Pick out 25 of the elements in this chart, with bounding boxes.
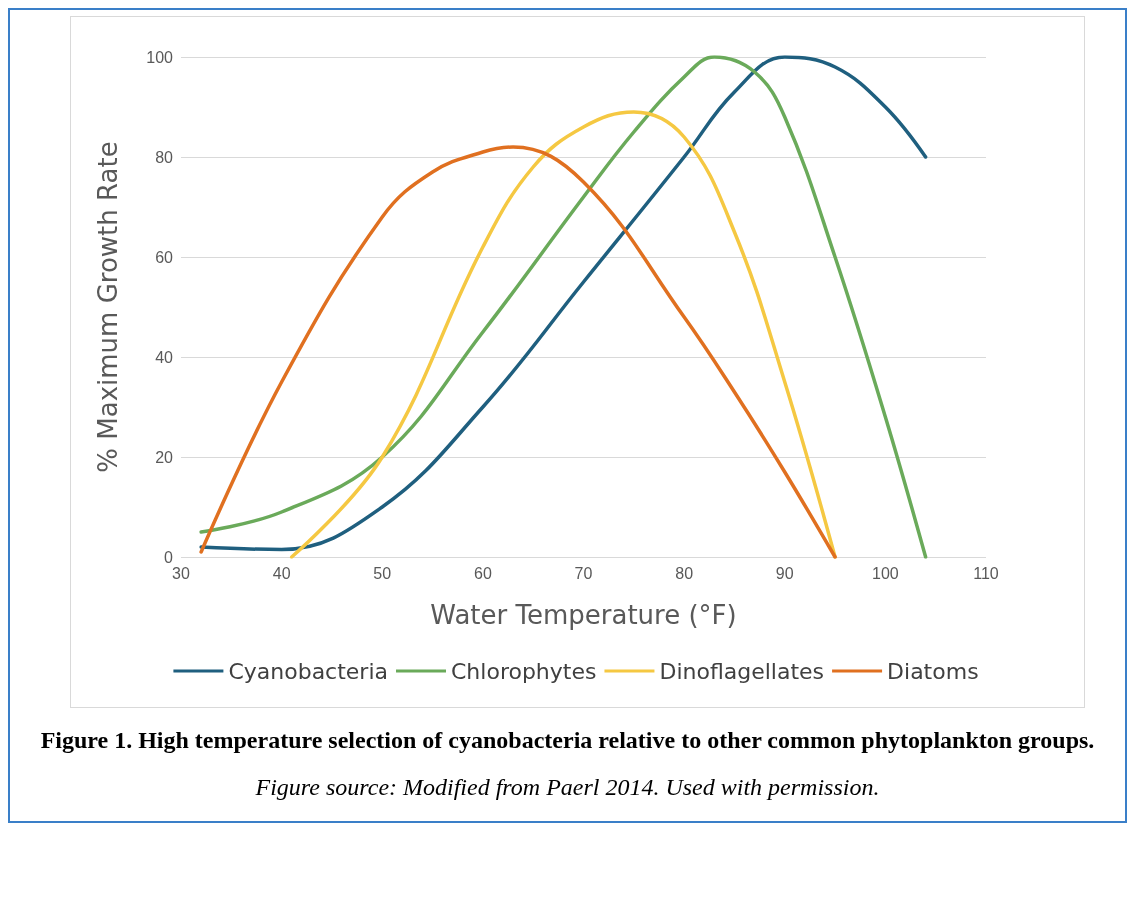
y-tick-label: 60 bbox=[155, 248, 174, 266]
x-tick-label: 60 bbox=[473, 564, 492, 582]
line-series bbox=[199, 145, 837, 559]
x-tick-label: 100 bbox=[872, 564, 899, 582]
x-tick-label: 110 bbox=[973, 564, 999, 582]
x-tick-label: 90 bbox=[775, 564, 794, 582]
line-series bbox=[289, 110, 837, 559]
x-axis-title: Water Temperature (°F) bbox=[430, 600, 737, 630]
legend-label: Dinoflagellates bbox=[659, 658, 825, 684]
y-tick-label: 20 bbox=[155, 448, 174, 466]
text: Figure 1. High temperature selection of cyanobacteria relative to other common phytoplankton groups. bbox=[39, 726, 1096, 755]
x-tick-label: 40 bbox=[272, 564, 291, 582]
text: Figure source: Modified from Paerl 2014. Used with permission. bbox=[254, 774, 881, 801]
x-tick-label: 70 bbox=[574, 564, 593, 582]
legend-label: Chlorophytes bbox=[451, 658, 597, 684]
legend-label: Diatoms bbox=[887, 658, 979, 684]
x-tick-label: 50 bbox=[373, 564, 392, 582]
y-tick-label: 0 bbox=[164, 548, 174, 566]
y-tick-label: 40 bbox=[155, 348, 174, 366]
x-tick-label: 30 bbox=[172, 564, 190, 582]
x-tick-label: 80 bbox=[675, 564, 694, 582]
y-axis-title: % Maximum Growth Rate bbox=[93, 141, 123, 473]
y-tick-label: 80 bbox=[155, 148, 174, 166]
y-tick-label: 100 bbox=[146, 48, 174, 66]
legend-label: Cyanobacteria bbox=[228, 658, 389, 684]
